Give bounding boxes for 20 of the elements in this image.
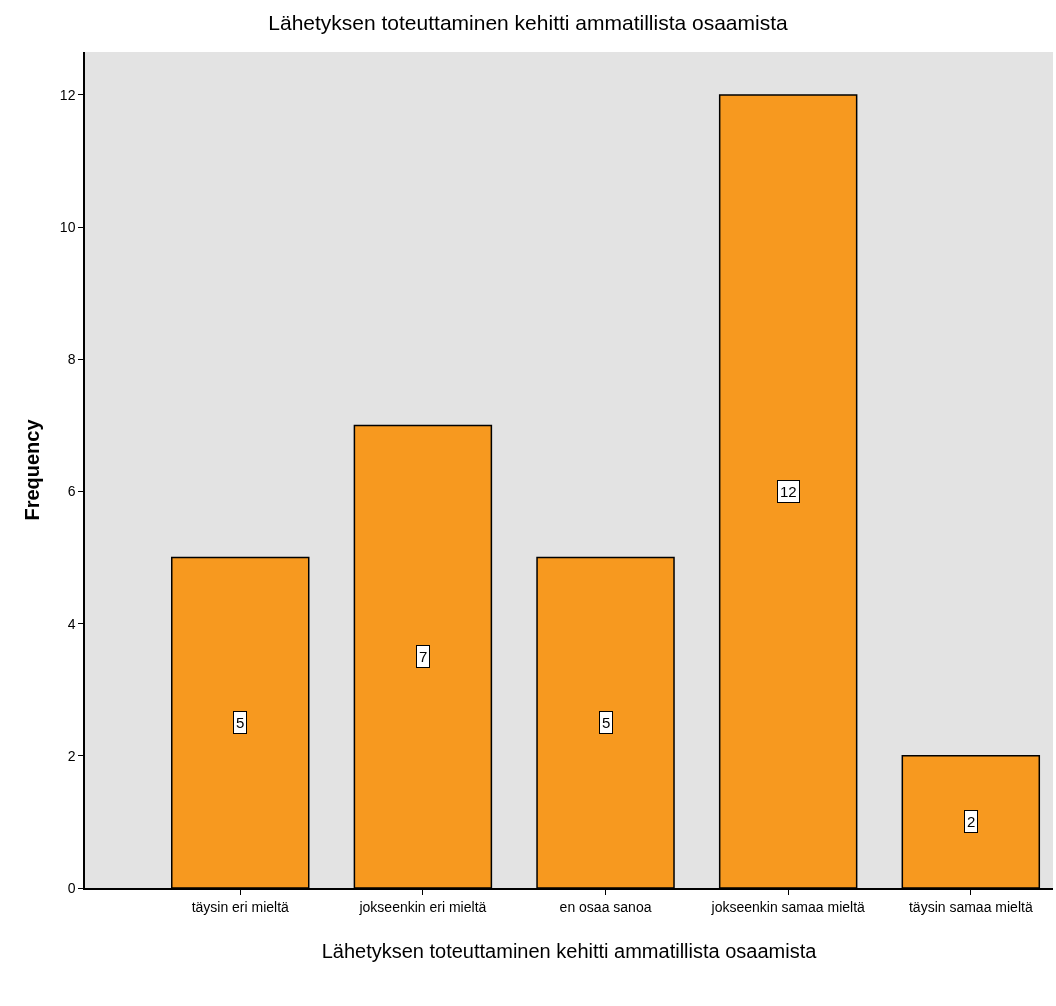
chart-title: Lähetyksen toteuttaminen kehitti ammatillista osaamista [268, 10, 789, 34]
x-tick-label: en osaa sanoa [559, 898, 652, 915]
data-label: 12 [780, 483, 797, 500]
data-label: 7 [419, 648, 428, 665]
y-tick-label: 0 [67, 879, 76, 896]
y-tick-label: 10 [59, 219, 76, 236]
x-axis-title: Lähetyksen toteuttaminen kehitti ammatillista osaamista [321, 939, 818, 962]
y-tick-label: 8 [67, 351, 76, 368]
x-tick-label: jokseenkin eri mieltä [358, 898, 487, 915]
x-tick-label: täysin eri mieltä [191, 898, 290, 915]
y-tick-label: 6 [67, 483, 76, 500]
x-tick-label: jokseenkin samaa mieltä [710, 898, 866, 915]
y-tick-label: 2 [67, 747, 76, 764]
y-tick-label: 4 [67, 615, 76, 632]
y-tick-label: 12 [59, 86, 76, 103]
data-label: 5 [602, 714, 611, 731]
data-label: 5 [236, 714, 245, 731]
data-label: 2 [967, 813, 976, 830]
y-axis-title: Frequency [20, 418, 43, 521]
x-tick-label: täysin samaa mieltä [908, 898, 1033, 915]
